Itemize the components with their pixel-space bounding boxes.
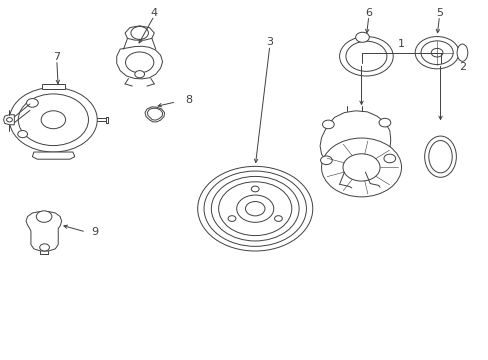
Circle shape	[6, 118, 12, 122]
Polygon shape	[32, 152, 75, 159]
Polygon shape	[320, 111, 390, 172]
Text: 7: 7	[53, 52, 60, 62]
Polygon shape	[147, 108, 162, 120]
Text: 5: 5	[435, 8, 442, 18]
Circle shape	[131, 27, 148, 40]
Circle shape	[41, 111, 65, 129]
Ellipse shape	[428, 140, 451, 173]
Circle shape	[420, 41, 452, 64]
Ellipse shape	[125, 52, 154, 73]
Circle shape	[378, 118, 390, 127]
Circle shape	[18, 94, 88, 145]
Circle shape	[430, 48, 442, 57]
Circle shape	[135, 71, 144, 78]
Polygon shape	[42, 84, 65, 89]
Polygon shape	[3, 115, 14, 125]
Circle shape	[40, 244, 49, 251]
Circle shape	[245, 202, 264, 216]
Text: 6: 6	[365, 8, 371, 18]
Circle shape	[342, 154, 379, 181]
Circle shape	[9, 87, 97, 152]
Circle shape	[203, 171, 306, 246]
Polygon shape	[26, 212, 61, 251]
Circle shape	[321, 138, 401, 197]
Ellipse shape	[456, 44, 467, 61]
Ellipse shape	[424, 136, 455, 177]
Polygon shape	[145, 107, 164, 122]
Text: 9: 9	[91, 227, 98, 237]
Circle shape	[322, 120, 333, 129]
Circle shape	[26, 99, 38, 107]
Circle shape	[251, 186, 259, 192]
Circle shape	[36, 211, 52, 222]
Circle shape	[339, 37, 392, 76]
Circle shape	[211, 176, 299, 241]
Circle shape	[414, 37, 458, 69]
Polygon shape	[125, 26, 154, 40]
Circle shape	[355, 32, 368, 42]
Circle shape	[320, 156, 331, 165]
Circle shape	[345, 41, 386, 71]
Circle shape	[383, 154, 395, 163]
Text: 4: 4	[150, 8, 158, 18]
Circle shape	[236, 195, 273, 222]
Circle shape	[218, 182, 291, 235]
Polygon shape	[117, 46, 162, 79]
Circle shape	[18, 131, 27, 138]
Circle shape	[227, 216, 235, 221]
Circle shape	[274, 216, 282, 221]
Text: 2: 2	[458, 62, 465, 72]
Text: 3: 3	[266, 37, 273, 46]
Text: 8: 8	[184, 95, 192, 105]
Circle shape	[197, 166, 312, 251]
Text: 1: 1	[397, 39, 404, 49]
